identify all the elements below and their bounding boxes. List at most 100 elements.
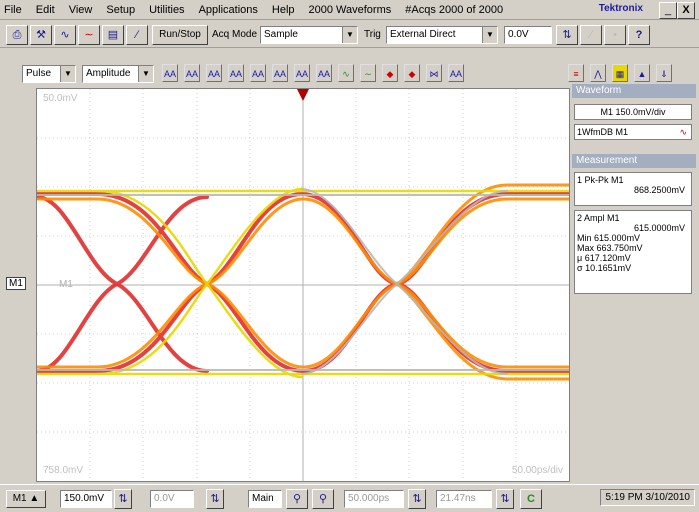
vertical-scale-value: 150.0mV	[64, 493, 105, 504]
position-spinner-icon[interactable]: ⇅	[496, 489, 514, 509]
position-value: 21.47ns	[440, 493, 476, 504]
minimize-button[interactable]: _	[659, 2, 677, 19]
measurement-2[interactable]: 2 Ampl M1 615.0000mV Min 615.000mV Max 6…	[574, 210, 692, 294]
meas-icon-8[interactable]: AA	[316, 64, 332, 82]
m1-level-marker[interactable]: M1	[6, 277, 26, 290]
chevron-up-icon: ▲	[29, 493, 40, 504]
meas-icon-10[interactable]: ∼	[360, 64, 376, 82]
horizontal-scale-input[interactable]: 50.000ps	[344, 490, 404, 508]
trigger-marker-icon	[297, 89, 309, 101]
acq-mode-select[interactable]: Sample ▼	[260, 26, 358, 44]
bottom-control-bar: M1 ▲ 150.0mV ⇅ 0.0V ⇅ Main ⚲ ⚲ 50.000ps …	[0, 484, 699, 512]
stat-key: Min	[577, 233, 592, 243]
menu-help[interactable]: Help	[271, 3, 295, 16]
stat-row: σ 10.1651mV	[577, 263, 689, 273]
meas-icon-5[interactable]: AA	[250, 64, 266, 82]
mask-icon[interactable]: ▦	[612, 64, 628, 82]
help-icon[interactable]: ?	[628, 25, 650, 45]
trigger-channel-icon[interactable]: C	[520, 489, 542, 509]
horizontal-spinner-icon[interactable]: ⇅	[408, 489, 426, 509]
measurement-select[interactable]: Amplitude ▼	[82, 65, 154, 83]
meas-icon-12[interactable]: ◆	[404, 64, 420, 82]
autoset-icon[interactable]: ∿	[54, 25, 76, 45]
meas-icon-4[interactable]: AA	[228, 64, 244, 82]
stat-key: μ	[577, 253, 583, 263]
zoom-out-icon[interactable]: ⚲	[312, 489, 334, 509]
meas-icon-13[interactable]: ⋈	[426, 64, 442, 82]
meas-icon-6[interactable]: AA	[272, 64, 288, 82]
menu-edit[interactable]: Edit	[35, 3, 55, 16]
histogram-icon[interactable]: ▲	[634, 64, 650, 82]
chevron-down-icon: ▼	[482, 27, 497, 43]
waveform-db-icon[interactable]: ≡	[568, 64, 584, 82]
menu-applications[interactable]: Applications	[198, 3, 258, 16]
chevron-down-icon: ▼	[138, 66, 153, 82]
meas-icon-7[interactable]: AA	[294, 64, 310, 82]
horizontal-scale-value: 50.000ps	[348, 493, 390, 504]
cursor-icon[interactable]: ∕	[126, 25, 148, 45]
scale-spinner-icon[interactable]: ⇅	[114, 489, 132, 509]
cursor-x-icon[interactable]: ⇓	[656, 64, 672, 82]
meas-icon-14[interactable]: AA	[448, 64, 464, 82]
toolbar-measure: Pulse ▼ Amplitude ▼ AA AA AA AA AA AA AA A…	[0, 62, 699, 86]
stat-row: Max 663.750mV	[577, 243, 689, 253]
category-select[interactable]: Pulse ▼	[22, 65, 76, 83]
trig-level-input[interactable]: 0.0V	[504, 26, 552, 44]
eye-traces	[37, 183, 569, 381]
waveform-item[interactable]: 1WfmDB M1 ∿	[574, 124, 692, 140]
waveform-icon[interactable]: ∼	[78, 25, 100, 45]
top-scale-label: 50.0mV	[43, 93, 78, 104]
measurement-1-label: 1 Pk-Pk M1	[577, 175, 624, 185]
slope-icon[interactable]: ∕	[580, 25, 602, 45]
stat-value: 617.120mV	[584, 253, 631, 263]
timebase-mode[interactable]: Main	[248, 490, 282, 508]
stat-value: 10.1651mV	[585, 263, 632, 273]
menu-setup[interactable]: Setup	[106, 3, 136, 16]
trig-label: Trig	[364, 29, 381, 40]
trig-select[interactable]: External Direct ▼	[386, 26, 498, 44]
disabled-icon[interactable]: •	[604, 25, 626, 45]
menu-utilities[interactable]: Utilities	[149, 3, 185, 16]
offset-input[interactable]: 0.0V	[150, 490, 194, 508]
meas-icon-9[interactable]: ∿	[338, 64, 354, 82]
control-panel: Waveform M1 150.0mV/div 1WfmDB M1 ∿ Measu…	[572, 84, 696, 480]
close-button[interactable]: X	[677, 2, 695, 19]
acq-mode-label: Acq Mode	[212, 29, 258, 40]
run-stop-button[interactable]: Run/Stop	[152, 25, 208, 45]
waveform-header: Waveform	[572, 84, 696, 98]
trig-level-value: 0.0V	[508, 29, 529, 40]
category-value: Pulse	[26, 68, 52, 79]
offset-spinner-icon[interactable]: ⇅	[206, 489, 224, 509]
meas-icon-3[interactable]: AA	[206, 64, 222, 82]
waveform-item-label: 1WfmDB M1	[577, 127, 629, 137]
meas-icon-11[interactable]: ◆	[382, 64, 398, 82]
print-icon[interactable]: ⎙	[6, 25, 28, 45]
vector-icon[interactable]: ⋀	[590, 64, 606, 82]
toolbar-main: ⎙ ⚒ ∿ ∼ ▤ ∕ Run/Stop Acq Mode Sample ▼ Tr…	[0, 21, 699, 48]
zoom-icon[interactable]: ▤	[102, 25, 124, 45]
tools-icon[interactable]: ⚒	[30, 25, 52, 45]
meas-icon-1[interactable]: AA	[162, 64, 178, 82]
bottom-scale-label: 758.0mV	[43, 465, 84, 476]
measurement-1[interactable]: 1 Pk-Pk M1 868.2500mV	[574, 172, 692, 206]
position-input[interactable]: 21.47ns	[436, 490, 492, 508]
menu-bar: File Edit View Setup Utilities Applicati…	[0, 0, 699, 20]
waveform-db-icon: ∿	[679, 127, 687, 137]
vertical-scale-input[interactable]: 150.0mV	[60, 490, 112, 508]
waveform-display[interactable]: 50.0mV M1 758.0mV 50.00ps/div	[36, 88, 570, 482]
menu-view[interactable]: View	[68, 3, 93, 16]
menu-file[interactable]: File	[4, 3, 22, 16]
chevron-down-icon: ▼	[342, 27, 357, 43]
stat-key: σ	[577, 263, 583, 273]
measurement-header: Measurement	[572, 154, 696, 168]
timebase-mode-value: Main	[252, 493, 274, 504]
stat-key: Max	[577, 243, 595, 253]
eye-diagram	[37, 89, 569, 481]
waveform-scale[interactable]: M1 150.0mV/div	[574, 104, 692, 120]
trig-value: External Direct	[390, 29, 456, 40]
zoom-in-icon[interactable]: ⚲	[286, 489, 308, 509]
brand-logo: Tektronix	[598, 3, 643, 14]
meas-icon-2[interactable]: AA	[184, 64, 200, 82]
source-button[interactable]: M1 ▲	[6, 490, 46, 508]
spinner-icon[interactable]: ⇅	[556, 25, 578, 45]
